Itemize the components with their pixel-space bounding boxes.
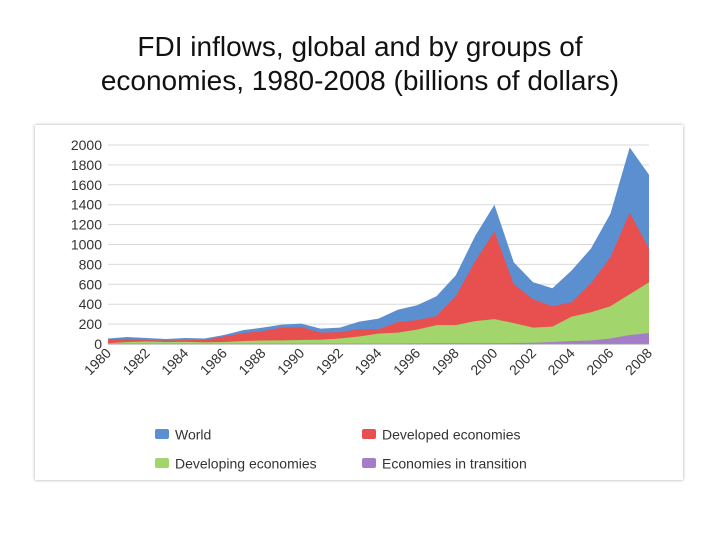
- x-tick-label-1982: 1982: [119, 345, 152, 378]
- legend-label-world: World: [175, 426, 212, 443]
- area-series-developed-economies: [108, 212, 649, 344]
- legend-developed: Developed economies: [362, 425, 521, 442]
- x-tick-label-2006: 2006: [583, 345, 616, 378]
- y-tick-label-200: 200: [79, 316, 103, 332]
- y-tick-label-1800: 1800: [71, 157, 102, 173]
- x-tick-label-1980: 1980: [81, 345, 114, 378]
- x-tick-label-2004: 2004: [544, 345, 577, 378]
- fdi-area-chart: 0 200 400 600 800 1000 1200 1400 1600 1800 2000 198…: [71, 137, 655, 378]
- x-tick-label-2000: 2000: [467, 345, 500, 378]
- x-tick-label-1990: 1990: [274, 345, 307, 378]
- x-tick-label-1998: 1998: [429, 345, 462, 378]
- legend-developing: Developing economies: [155, 454, 317, 471]
- y-tick-label-2000: 2000: [71, 137, 102, 153]
- x-tick-label-1984: 1984: [158, 345, 191, 378]
- y-tick-label-0: 0: [94, 336, 102, 352]
- y-tick-label-400: 400: [79, 296, 103, 312]
- y-tick-label-600: 600: [79, 276, 103, 292]
- x-tick-label-1992: 1992: [313, 345, 346, 378]
- chart-frame: 0 200 400 600 800 1000 1200 1400 1600 1800 2000 198…: [35, 125, 683, 480]
- x-tick-label-1986: 1986: [197, 345, 230, 378]
- y-tick-label-1400: 1400: [71, 197, 102, 213]
- x-tick-label-1988: 1988: [235, 345, 268, 378]
- x-tick-label-1994: 1994: [351, 345, 384, 378]
- slide-title-line-2: economies, 1980-2008 (billions of dollar…: [100, 65, 620, 96]
- y-tick-label-1200: 1200: [71, 217, 102, 233]
- slide-title: FDI inflows, global and by groups of eco…: [0, 30, 720, 98]
- area-series-developing-economies: [108, 282, 649, 344]
- legend-swatch-transition: [362, 458, 376, 469]
- slide-title-line-1: FDI inflows, global and by groups of: [137, 31, 583, 62]
- legend-swatch-developed: [362, 429, 376, 440]
- y-tick-label-1000: 1000: [71, 237, 102, 253]
- x-tick-label-2008: 2008: [622, 345, 655, 378]
- legend-swatch-developing: [155, 458, 169, 469]
- area-series-economies-in-transition: [108, 333, 649, 344]
- legend-label-transition: Economies in transition: [382, 455, 527, 472]
- y-tick-label-1600: 1600: [71, 177, 102, 193]
- x-tick-label-2002: 2002: [506, 345, 539, 378]
- y-tick-label-800: 800: [79, 256, 103, 272]
- x-tick-label-1996: 1996: [390, 345, 423, 378]
- legend-swatch-world: [155, 429, 169, 440]
- legend-label-developed: Developed economies: [382, 426, 521, 443]
- legend-transition: Economies in transition: [362, 454, 527, 471]
- legend-label-developing: Developing economies: [175, 455, 317, 472]
- legend-world: World: [155, 425, 211, 442]
